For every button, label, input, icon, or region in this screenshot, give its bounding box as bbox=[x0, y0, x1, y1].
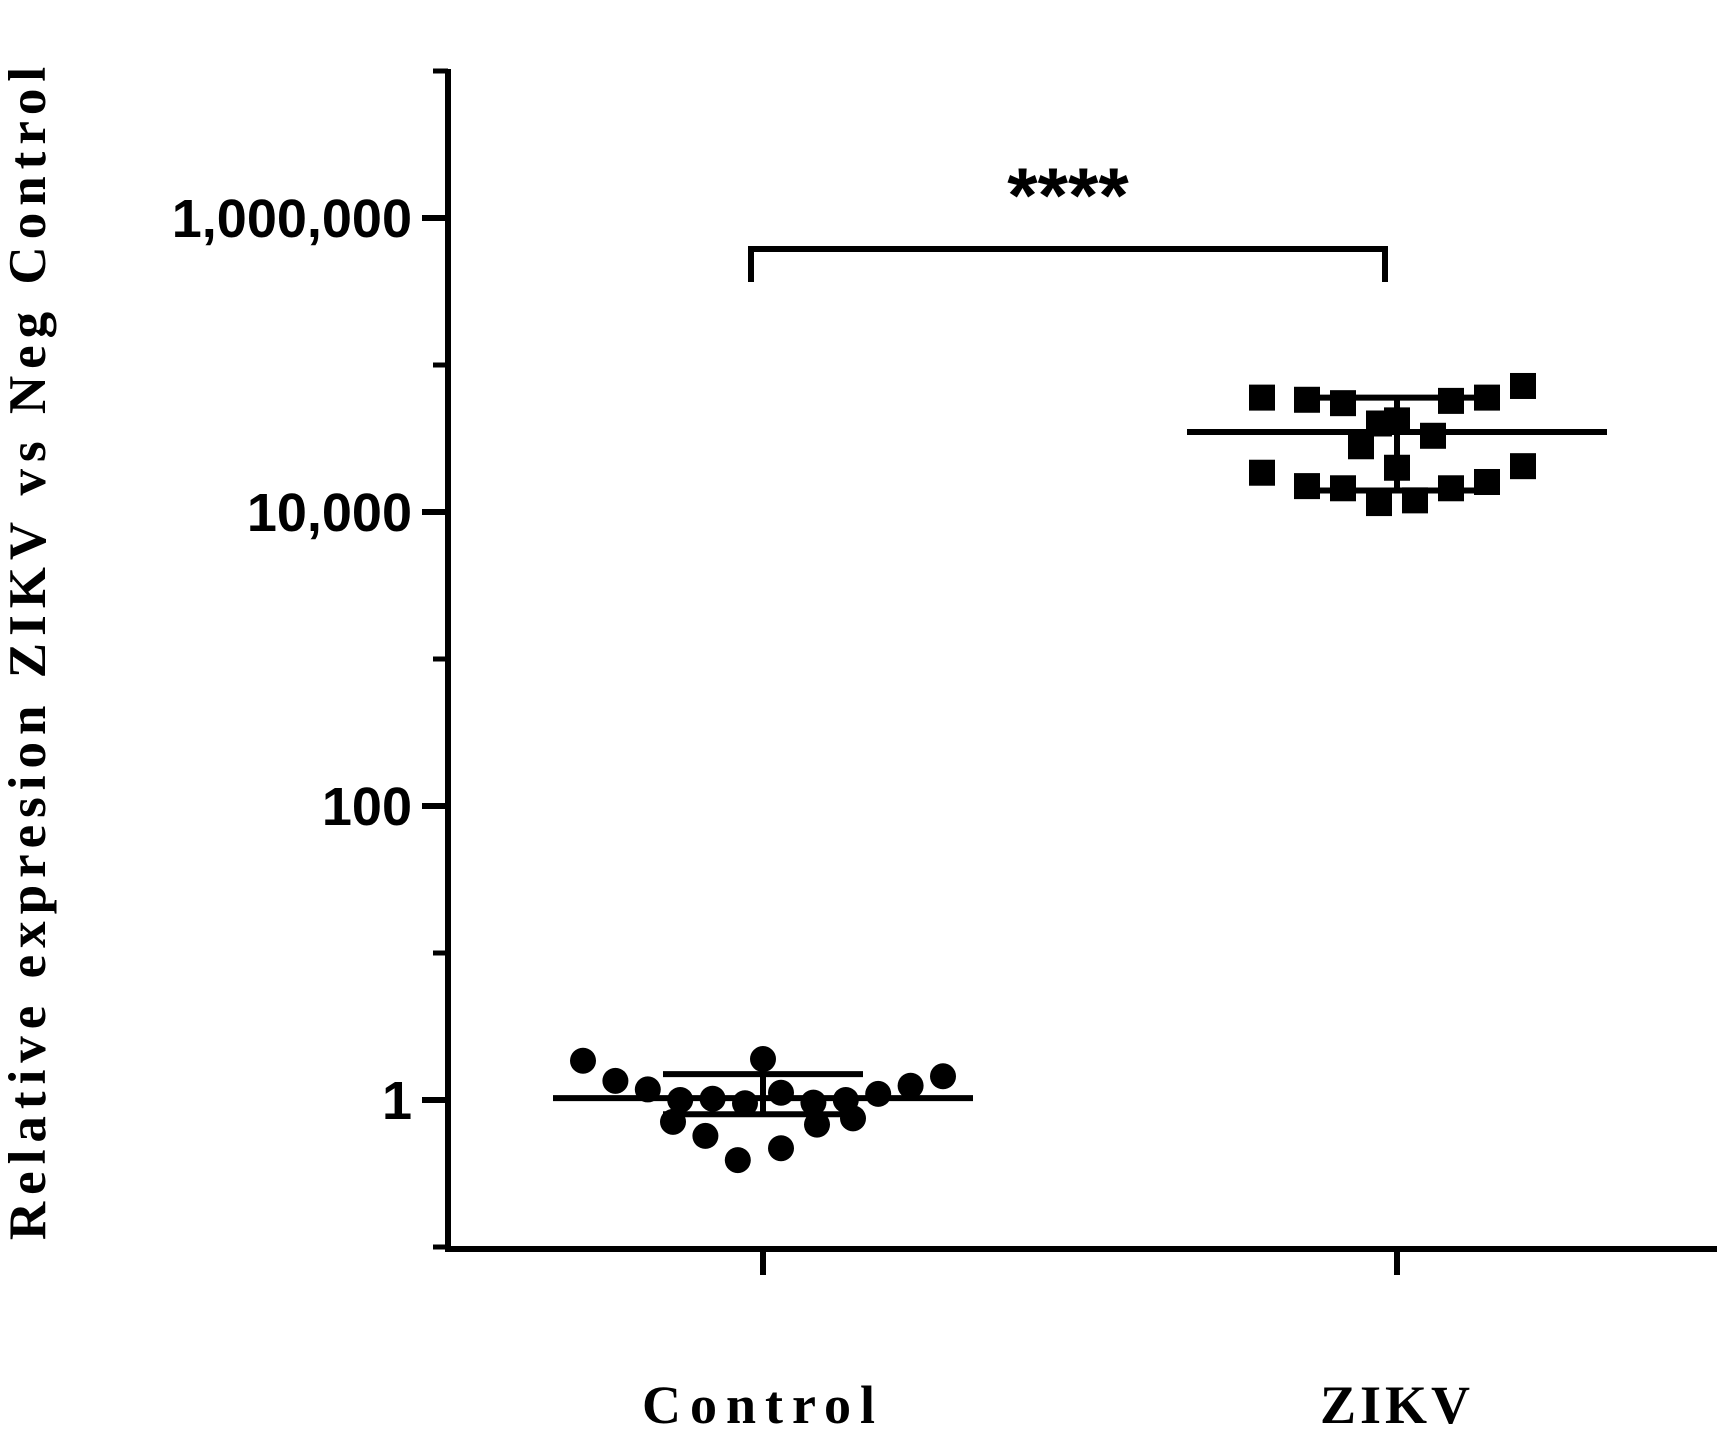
data-point-control bbox=[840, 1105, 866, 1132]
data-points bbox=[570, 372, 1536, 1174]
y-axis-title: Relative expresion ZIKV vs Neg Control bbox=[0, 60, 57, 1240]
data-point-zikv bbox=[1384, 407, 1410, 434]
data-point-control bbox=[768, 1079, 794, 1106]
data-point-control bbox=[750, 1046, 776, 1073]
data-point-zikv bbox=[1438, 387, 1464, 414]
data-point-zikv bbox=[1249, 459, 1275, 486]
data-point-control bbox=[804, 1111, 830, 1138]
data-point-zikv bbox=[1366, 490, 1392, 517]
data-point-control bbox=[800, 1089, 827, 1116]
data-point-control bbox=[724, 1147, 751, 1174]
data-point-control bbox=[660, 1108, 686, 1135]
data-point-zikv bbox=[1420, 422, 1446, 449]
data-point-zikv bbox=[1294, 473, 1320, 500]
data-point-zikv bbox=[1348, 433, 1374, 460]
data-point-control bbox=[732, 1090, 758, 1117]
data-point-control bbox=[699, 1085, 726, 1112]
annotations: **** bbox=[748, 151, 1388, 282]
data-point-zikv bbox=[1330, 390, 1356, 417]
y-ticks: 1 100 10,000 1,000,000 bbox=[172, 68, 448, 1250]
x-categories: Control ZIKV bbox=[642, 1249, 1474, 1435]
y-tick-label: 100 bbox=[322, 777, 412, 837]
data-point-zikv bbox=[1294, 386, 1320, 413]
y-tick-label: 10,000 bbox=[247, 483, 412, 543]
y-tick-label: 1 bbox=[382, 1071, 412, 1131]
significance-label: **** bbox=[1007, 151, 1129, 239]
data-point-zikv bbox=[1438, 475, 1464, 502]
data-point-control bbox=[768, 1135, 794, 1162]
data-point-zikv bbox=[1510, 372, 1536, 399]
x-tick-label: Control bbox=[642, 1375, 884, 1435]
data-point-zikv bbox=[1474, 468, 1500, 495]
data-point-zikv bbox=[1330, 475, 1356, 502]
data-point-control bbox=[570, 1047, 596, 1074]
data-point-control bbox=[865, 1080, 892, 1107]
data-point-control bbox=[897, 1072, 924, 1099]
data-point-control bbox=[634, 1076, 661, 1103]
data-point-zikv bbox=[1402, 487, 1428, 514]
data-point-control bbox=[667, 1087, 694, 1113]
data-point-control bbox=[692, 1122, 719, 1149]
y-axis-title-group: Relative expresion ZIKV vs Neg Control bbox=[0, 60, 57, 1240]
y-tick-label: 1,000,000 bbox=[172, 189, 412, 249]
data-point-zikv bbox=[1510, 453, 1536, 480]
data-point-zikv bbox=[1384, 454, 1410, 481]
data-point-control bbox=[602, 1067, 629, 1094]
data-point-zikv bbox=[1474, 384, 1500, 411]
data-point-zikv bbox=[1249, 384, 1275, 411]
data-point-control bbox=[930, 1063, 956, 1090]
significance-bracket bbox=[748, 246, 1388, 282]
x-tick-label: ZIKV bbox=[1320, 1375, 1474, 1435]
summary-bars bbox=[553, 394, 1607, 1118]
